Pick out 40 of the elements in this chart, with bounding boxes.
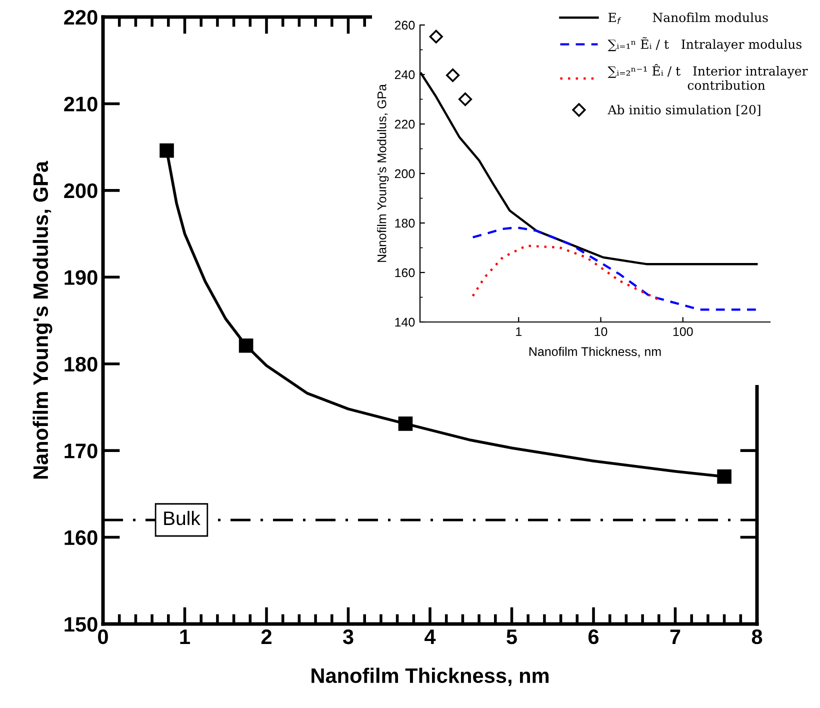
y-axis-title: Nanofilm Young's Modulus, GPa (32, 160, 52, 479)
x-tick-label: 3 (342, 629, 354, 644)
x-tick-label: 10 (594, 327, 608, 336)
y-tick-label: 160 (64, 530, 98, 546)
y-tick-label: 220 (394, 120, 415, 129)
point (238, 338, 254, 353)
x-tick-label: 8 (752, 629, 762, 644)
point (398, 416, 413, 431)
y-tick-label: 200 (394, 169, 415, 178)
x-tick-label: 6 (588, 629, 599, 644)
y-tick-label: 180 (64, 356, 98, 372)
y-tick-label: 200 (64, 183, 98, 198)
point (717, 469, 732, 484)
ref-line-label: Bulk (164, 510, 200, 526)
legend-label: ∑ᵢ₌₂ⁿ⁻¹ Êᵢ / t Interior intralayer contribution (608, 64, 808, 90)
y-tick-label: 180 (395, 218, 415, 228)
y-tick-label: 150 (64, 617, 98, 632)
x-tick-label: 0 (98, 629, 108, 644)
x-tick-label: 1 (180, 630, 190, 644)
y-tick-label: 190 (64, 270, 98, 285)
y-tick-label: 220 (64, 10, 98, 25)
y-tick-label: 140 (395, 318, 415, 327)
legend-label: ∑ᵢ₌₁ⁿ Ẽᵢ / t Intralayer modulus (608, 37, 802, 52)
y-axis-title: Nanofilm Young's Modulus, GPa (377, 84, 389, 262)
y-tick-label: 260 (394, 20, 415, 30)
x-tick-label: 2 (261, 629, 272, 644)
y-tick-label: 160 (395, 268, 415, 278)
y-tick-label: 210 (64, 96, 98, 112)
y-tick-label: 170 (64, 444, 98, 458)
x-tick-label: 100 (673, 327, 693, 336)
legend-label: Ab initio simulation [20] (608, 104, 760, 116)
x-tick-label: 7 (670, 630, 680, 644)
x-tick-label: 4 (424, 630, 436, 644)
x-tick-label: 1 (516, 327, 522, 336)
y-tick-label: 240 (394, 70, 415, 80)
x-tick-label: 5 (506, 630, 517, 644)
text: E$_{f}$ Nanofilm modulus (608, 12, 768, 24)
x-axis-title: Nanofilm Thickness, nm (312, 668, 549, 686)
x-axis-title: Nanofilm Thickness, nm (529, 346, 661, 358)
point (160, 143, 174, 158)
